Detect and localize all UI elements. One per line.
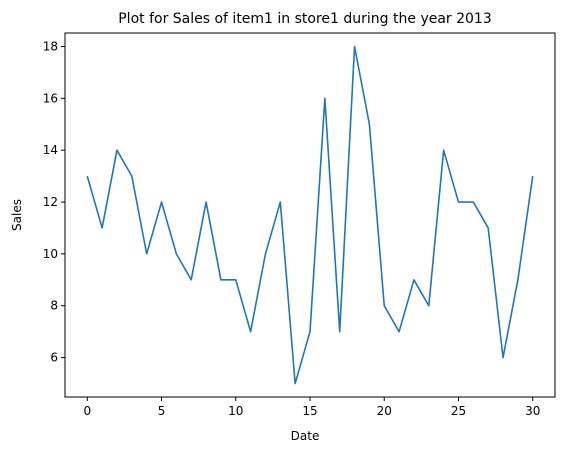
x-tick-label: 30 (525, 404, 540, 418)
x-axis: 0 5 10 15 20 25 30 (83, 397, 540, 418)
x-tick-label: 15 (302, 404, 317, 418)
y-tick-label: 16 (43, 91, 58, 105)
x-axis-label: Date (291, 429, 320, 443)
y-axis-label: Sales (10, 199, 24, 231)
y-tick-label: 14 (43, 143, 58, 157)
y-axis: 6 8 10 12 14 16 18 (43, 39, 65, 365)
y-tick-label: 12 (43, 195, 58, 209)
y-tick-label: 6 (50, 351, 58, 365)
plot-area (86, 45, 534, 385)
y-tick-label: 18 (43, 39, 58, 53)
x-tick-label: 25 (451, 404, 466, 418)
x-tick-label: 0 (83, 404, 91, 418)
x-tick-label: 5 (158, 404, 166, 418)
x-tick-label: 10 (228, 404, 243, 418)
chart-title: Plot for Sales of item1 in store1 during… (118, 11, 492, 27)
series-line-0 (86, 45, 534, 385)
y-tick-label: 10 (43, 247, 58, 261)
x-tick-label: 20 (377, 404, 392, 418)
y-tick-label: 8 (50, 299, 58, 313)
